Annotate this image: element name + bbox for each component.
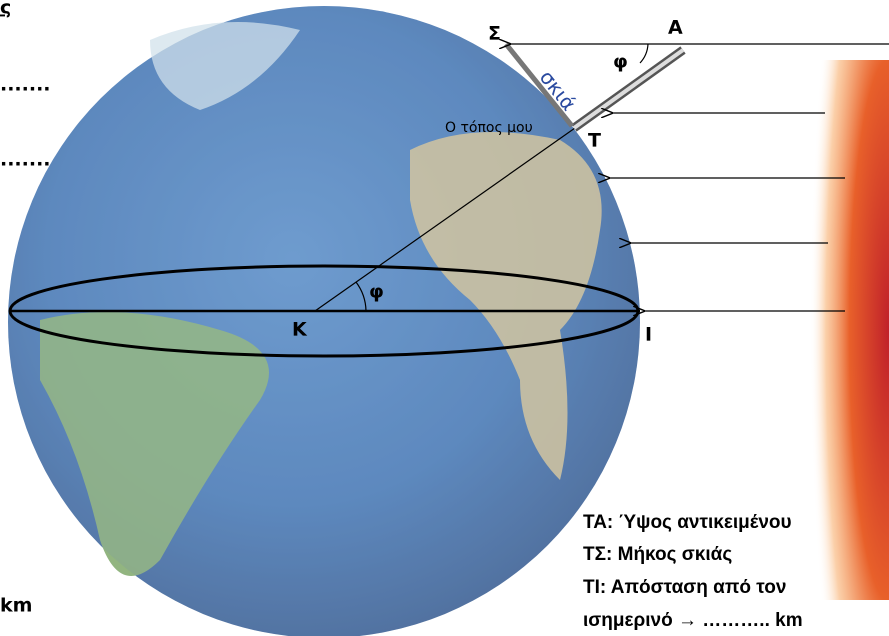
point-label: Ι [645, 324, 652, 346]
angle-arc [355, 281, 367, 312]
africa [410, 132, 602, 480]
point-label: Α [668, 17, 683, 39]
blank-line: ....... [0, 149, 51, 171]
rod-highlight [572, 48, 685, 130]
greenland [150, 22, 300, 110]
legend-line: ΤΑ: Ύψος αντικειμένου [583, 512, 792, 533]
point-label: Τ [588, 130, 601, 152]
unit: km [0, 595, 32, 617]
legend-line: ΤΙ: Απόσταση από τον [583, 577, 786, 598]
sun [810, 60, 889, 600]
point-label: Σ [488, 23, 501, 45]
globe-haze [8, 6, 640, 636]
point-label: Κ [292, 319, 308, 341]
legend-line: ισημερινό → ……….. km [583, 610, 803, 631]
blank-line: ....... [0, 74, 51, 96]
legend-line: ΤΣ: Μήκος σκιάς [583, 544, 732, 565]
angle-label: φ [369, 281, 384, 303]
heading-fragment: ς [0, 0, 11, 19]
shadow [504, 42, 574, 128]
radius-line [314, 127, 576, 312]
angle-label: φ [613, 51, 628, 73]
south-america [40, 312, 269, 576]
place-label: Ο τόπος μου [445, 120, 533, 136]
angle-arc-top [639, 43, 649, 64]
